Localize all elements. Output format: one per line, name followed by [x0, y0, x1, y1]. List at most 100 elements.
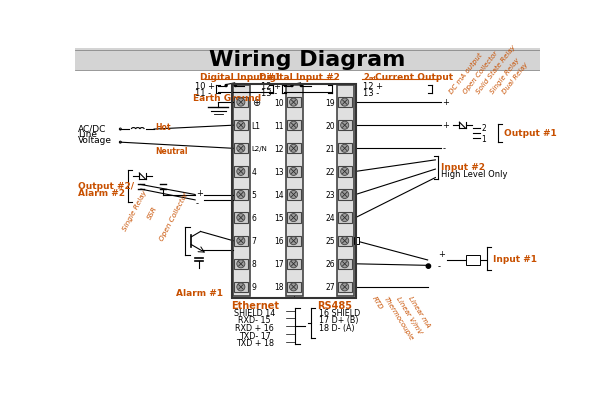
Text: 15: 15 — [274, 213, 283, 222]
Bar — [287, 236, 301, 246]
Text: Earth Ground: Earth Ground — [193, 94, 261, 103]
Text: Wiring Diagram: Wiring Diagram — [209, 50, 406, 70]
Text: +: + — [442, 121, 449, 130]
Text: Input #2: Input #2 — [441, 162, 485, 171]
Text: Alarm #1: Alarm #1 — [176, 288, 223, 297]
Text: Output #1: Output #1 — [503, 129, 556, 138]
Circle shape — [290, 145, 298, 153]
Text: 26: 26 — [325, 260, 335, 269]
Text: Line: Line — [78, 130, 97, 139]
Circle shape — [341, 214, 349, 222]
Text: 6: 6 — [252, 213, 257, 222]
Text: +: + — [442, 98, 449, 107]
Text: RTD: RTD — [371, 295, 384, 310]
Bar — [338, 213, 352, 223]
Text: 24: 24 — [325, 213, 335, 222]
Text: ⊕: ⊕ — [252, 98, 260, 108]
Bar — [338, 121, 352, 131]
Text: 16: 16 — [274, 237, 283, 245]
Text: 14: 14 — [274, 191, 283, 200]
Circle shape — [237, 260, 245, 268]
Bar — [466, 255, 481, 266]
Circle shape — [290, 99, 298, 107]
Circle shape — [290, 237, 298, 245]
Bar — [287, 121, 301, 131]
Text: AC/DC: AC/DC — [78, 124, 106, 133]
Text: SHIELD 14: SHIELD 14 — [234, 308, 275, 317]
Text: 2: 2 — [364, 73, 369, 82]
Text: DC mA output: DC mA output — [449, 52, 484, 95]
Text: TXD + 18: TXD + 18 — [236, 339, 274, 348]
Text: Linear V/mV: Linear V/mV — [395, 295, 423, 334]
Bar — [287, 167, 301, 177]
Text: 12 +: 12 + — [364, 82, 383, 91]
Circle shape — [235, 85, 236, 88]
Circle shape — [341, 260, 349, 268]
Text: ohm: ohm — [466, 261, 481, 266]
Text: +: + — [438, 249, 445, 258]
Circle shape — [300, 85, 302, 88]
Circle shape — [341, 283, 349, 291]
Text: 23: 23 — [325, 191, 335, 200]
Text: 18: 18 — [274, 283, 283, 292]
Text: Linear mA: Linear mA — [407, 295, 431, 328]
Bar — [338, 282, 352, 292]
Bar — [338, 190, 352, 200]
Bar — [354, 237, 359, 244]
Text: Single Relay: Single Relay — [489, 57, 520, 95]
Text: 25: 25 — [325, 237, 335, 245]
Text: Open Collector: Open Collector — [463, 50, 499, 95]
Text: Input #1: Input #1 — [493, 254, 537, 263]
Circle shape — [341, 237, 349, 245]
Text: 9: 9 — [252, 283, 257, 292]
Circle shape — [341, 99, 349, 107]
Circle shape — [225, 85, 227, 88]
Bar — [338, 98, 352, 108]
Text: Voltage: Voltage — [78, 136, 112, 145]
Text: 11: 11 — [274, 121, 283, 130]
Text: RXD + 16: RXD + 16 — [235, 323, 274, 332]
Text: 2: 2 — [481, 124, 486, 133]
Text: 22: 22 — [325, 168, 335, 176]
Text: -: - — [442, 144, 445, 153]
Text: L2/N: L2/N — [252, 146, 268, 152]
Bar — [234, 259, 248, 270]
Bar — [232, 84, 356, 298]
Bar — [234, 236, 248, 246]
Bar — [234, 121, 248, 131]
Bar — [286, 86, 303, 297]
Text: Ethernet: Ethernet — [231, 300, 279, 310]
Text: Output #2/: Output #2/ — [78, 181, 134, 190]
Circle shape — [290, 122, 298, 130]
Text: 12: 12 — [274, 144, 283, 153]
Text: Solid State Relay: Solid State Relay — [476, 45, 517, 95]
Text: Alarm #2: Alarm #2 — [78, 188, 125, 197]
Circle shape — [237, 283, 245, 291]
Bar — [338, 144, 352, 154]
Text: 12 +: 12 + — [261, 82, 281, 91]
Bar — [233, 86, 250, 297]
Text: Digital Input #1: Digital Input #1 — [200, 73, 281, 82]
Text: Current Output: Current Output — [375, 73, 453, 82]
Text: -: - — [196, 198, 199, 207]
Text: L1: L1 — [252, 121, 261, 130]
Text: High Level Only: High Level Only — [441, 170, 508, 179]
Text: 11 -: 11 - — [195, 89, 211, 98]
Bar — [287, 98, 301, 108]
Bar — [337, 86, 354, 297]
Text: 13 -: 13 - — [364, 89, 380, 98]
Bar — [234, 282, 248, 292]
Circle shape — [341, 191, 349, 199]
Text: 10 +: 10 + — [195, 82, 215, 91]
Text: RXD- 15: RXD- 15 — [238, 316, 271, 325]
Circle shape — [237, 122, 245, 130]
Text: 27: 27 — [325, 283, 335, 292]
Circle shape — [237, 145, 245, 153]
Circle shape — [290, 260, 298, 268]
Text: Neutral: Neutral — [155, 147, 188, 156]
Text: Single Relay: Single Relay — [121, 189, 148, 231]
Text: 10: 10 — [274, 98, 283, 107]
Circle shape — [237, 99, 245, 107]
Text: Open Collector: Open Collector — [159, 191, 190, 242]
Circle shape — [237, 191, 245, 199]
